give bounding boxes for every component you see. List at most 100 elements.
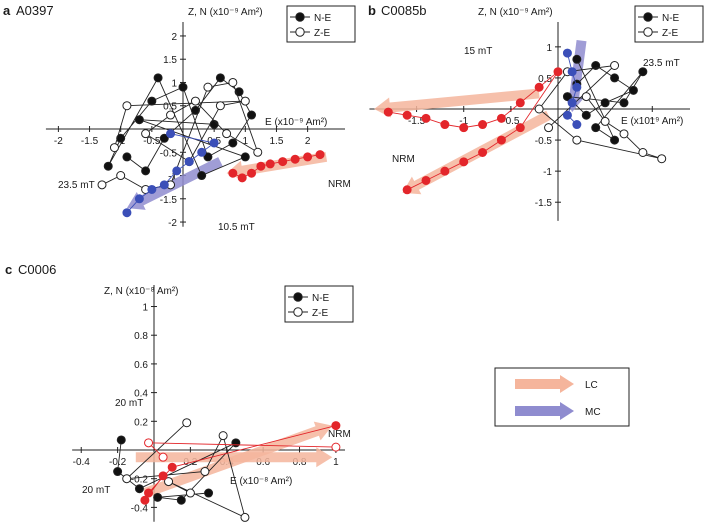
panel-a-data-point	[172, 166, 182, 176]
panel-a-data-point	[159, 133, 169, 143]
panel-a-data-point	[109, 143, 119, 153]
panel-b-data-point	[581, 110, 591, 120]
panel-b-data-point	[567, 98, 577, 108]
panel-b-data-point	[610, 135, 620, 145]
panel-c-data-point	[122, 474, 132, 484]
panel-a-data-point	[228, 138, 238, 148]
panel-a-data-point	[240, 96, 250, 106]
panel-a-annotation-23-5mt: 23.5 mT	[58, 180, 95, 191]
panel-b-data-point	[402, 185, 412, 195]
panel-a-data-point	[203, 82, 213, 92]
panel-b-data-point	[515, 98, 525, 108]
panel-a-xlabel: E (x10⁻⁹ Am²)	[265, 117, 327, 128]
panel-a-y-tick-label: -1.5	[160, 195, 178, 206]
panel-c-data-point	[158, 452, 168, 462]
panel-b-legend-marker-ze	[643, 27, 653, 37]
panel-b-data-point	[553, 67, 563, 77]
panel-b-data-point	[478, 148, 488, 157]
panel-c-data-point	[182, 418, 192, 428]
panel-a-y-tick-label: 1	[171, 78, 177, 89]
panel-a-data-point	[116, 171, 126, 181]
panel-a-title: A0397	[16, 3, 54, 18]
panel-b-data-point	[638, 67, 648, 77]
lc-label: LC	[585, 380, 598, 391]
panel-a-data-point	[134, 115, 144, 125]
panel-a-data-point	[178, 82, 188, 92]
panel-c-y-tick-label: -0.4	[131, 503, 149, 514]
panel-a-letter: a	[3, 3, 11, 18]
panel-b-annotation-nrm: NRM	[392, 154, 415, 165]
panel-c-marks	[113, 418, 341, 522]
panel-c-data-point	[153, 492, 163, 502]
panel-b-data-point	[600, 98, 610, 108]
panel-c-data-point	[204, 488, 214, 498]
panel-a-data-point	[315, 150, 325, 160]
panel-a-data-point	[97, 180, 107, 190]
panel-b-legend-label-ne: N-E	[662, 13, 680, 24]
panel-a-data-point	[166, 110, 176, 120]
panel-c-annotation-20mt-lower: 20 mT	[82, 485, 110, 496]
panel-c-data-point	[140, 495, 150, 505]
panel-c-data-point	[240, 512, 250, 522]
panel-b-data-point	[638, 148, 648, 157]
panel-b-data-point	[657, 154, 667, 164]
panel-b: b C0085b -1.5 -1 -0.5 1 1 0.5 -0.5 -1 -1.5 Z, N …	[368, 3, 704, 221]
panel-b-letter: b	[368, 3, 376, 18]
panel-b-data-point	[440, 120, 450, 130]
panel-a-x-tick-label: -2	[54, 136, 63, 147]
panel-c-y-tick-label: -0.2	[131, 475, 149, 486]
panel-a-y-tick-label: -0.5	[160, 148, 178, 159]
panel-a-x-tick-label: 1.5	[270, 136, 284, 147]
panel-a-data-point	[237, 173, 247, 183]
panel-a-data-point	[209, 138, 219, 148]
panel-b-y-tick-label: 0.5	[538, 74, 552, 85]
panel-b-legend-marker-ne	[643, 12, 653, 22]
panel-a-data-point	[203, 152, 213, 162]
panel-b-legend: N-E Z-E	[634, 5, 704, 43]
panel-a-data-point	[190, 96, 200, 106]
panel-a-x-tick-label: -1.5	[81, 136, 99, 147]
panel-b-y-tick-label: -0.5	[535, 136, 553, 147]
panel-a-x-tick-label: -0.5	[143, 136, 161, 147]
panel-b-data-point	[628, 85, 638, 95]
panel-c-data-point	[144, 438, 154, 448]
panel-b-lc-arrow	[374, 88, 540, 118]
panel-c-ylabel: Z, N (x10⁻⁸ Am²)	[104, 286, 179, 297]
panel-a-data-point	[147, 96, 157, 106]
panel-b-axes: -1.5 -1 -0.5 1 1 0.5 -0.5 -1 -1.5	[369, 22, 690, 221]
panel-a-data-point	[247, 168, 257, 178]
panel-b-title: C0085b	[381, 3, 427, 18]
panel-b-data-point	[572, 135, 582, 145]
panel-b-data-point	[572, 120, 582, 130]
panel-a: a A0397 -2-1.5-1-0.50.511.5221.510.5-0.5…	[3, 3, 356, 233]
panel-a-data-point	[228, 168, 238, 178]
panel-b-series-line	[538, 64, 662, 160]
panel-a-data-point	[122, 101, 132, 111]
panel-c-legend-marker-ze	[293, 307, 303, 317]
panel-b-data-point	[581, 92, 591, 102]
panel-a-data-point	[116, 133, 126, 143]
mc-label: MC	[585, 407, 601, 418]
panel-c-data-point	[176, 495, 186, 505]
component-legend: LC MC	[494, 367, 630, 427]
panel-c-data-point	[331, 442, 341, 452]
panel-b-annotation-23-5mt: 23.5 mT	[643, 58, 680, 69]
panel-b-data-point	[610, 61, 620, 70]
panel-a-data-point	[147, 184, 157, 194]
panel-b-data-point	[496, 113, 506, 123]
panel-b-x-tick-label: -1.5	[408, 116, 426, 127]
panel-c-y-tick-label: 0.8	[134, 331, 148, 342]
panel-c-data-point	[134, 484, 144, 494]
panel-c: c C0006 -0.4-0.20.20.40.60.8110.80.60.40…	[5, 262, 354, 522]
panel-b-data-point	[619, 98, 629, 108]
panel-a-data-point	[303, 152, 313, 162]
panel-b-data-point	[421, 113, 431, 123]
panel-b-ylabel: Z, N (x10⁻⁹ Am²)	[478, 7, 553, 18]
panel-c-annotation-nrm: NRM	[328, 429, 351, 440]
panel-c-x-tick-label: -0.2	[109, 457, 127, 468]
mc-arrow-swatch	[515, 402, 574, 420]
panel-a-annotation-10-5mt: 10.5 mT	[218, 222, 255, 233]
panel-a-data-point	[134, 194, 144, 204]
panel-b-data-point	[572, 82, 582, 92]
panel-b-data-point	[572, 54, 582, 64]
